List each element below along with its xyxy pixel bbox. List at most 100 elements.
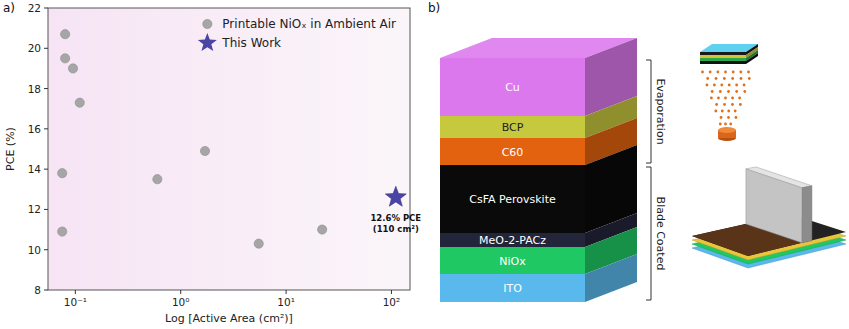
icon-dot — [729, 123, 732, 126]
y-tick — [44, 128, 48, 129]
y-tick-label: 10 — [28, 244, 41, 256]
icon-dot — [724, 71, 727, 74]
scatter-point — [58, 169, 67, 178]
y-tick — [44, 8, 48, 9]
y-tick-label: 20 — [28, 42, 41, 54]
legend-symbol — [198, 33, 217, 51]
icon-dot — [711, 90, 714, 93]
scatter-point — [61, 30, 70, 39]
icon-dot — [709, 71, 712, 74]
x-axis-title: Log [Active Area (cm²)] — [165, 312, 293, 325]
icon-dot — [743, 84, 746, 87]
icon-face — [802, 186, 812, 243]
layer-front-face — [440, 165, 585, 233]
icon-dot — [715, 77, 718, 80]
y-tick-label: 14 — [28, 163, 42, 175]
scatter-point — [58, 227, 67, 236]
icon-dot — [721, 110, 724, 113]
scatter-point — [153, 175, 162, 184]
icon-dot — [727, 110, 730, 113]
icon-dot — [719, 123, 722, 126]
icon-dot — [724, 123, 727, 126]
scatter-point — [68, 64, 77, 73]
icon-dot — [727, 90, 730, 93]
icon-dot — [735, 84, 738, 87]
icon-dot — [706, 84, 709, 87]
x-tick — [391, 290, 392, 294]
icon-dot — [735, 90, 738, 93]
icon-dot — [739, 103, 742, 106]
y-axis-title: PCE (%) — [4, 127, 17, 171]
icon-dot — [731, 97, 734, 100]
icon-dot — [714, 110, 717, 113]
icon-dot — [723, 77, 726, 80]
data-label-line: 12.6% PCE — [370, 213, 421, 223]
icon-dot — [717, 97, 720, 100]
y-tick — [44, 88, 48, 89]
icon-dot — [720, 84, 723, 87]
icon-dot — [743, 90, 746, 93]
data-label-line: (110 cm²) — [373, 224, 419, 234]
plot-frame — [48, 8, 410, 290]
icon-dot — [710, 97, 713, 100]
layer-front-face — [440, 116, 585, 138]
icon-dot — [706, 77, 709, 80]
icon-dot — [701, 71, 704, 74]
icon-dot — [731, 77, 734, 80]
y-tick — [44, 169, 48, 170]
icon-dot — [727, 116, 730, 119]
icon-dot — [713, 84, 716, 87]
icon-dot — [716, 71, 719, 74]
icon-dot — [735, 116, 738, 119]
y-tick-label: 12 — [28, 203, 41, 215]
icon-dot — [740, 77, 743, 80]
icon-dot — [747, 71, 750, 74]
layer-label: Cu — [505, 81, 520, 94]
icon-dot — [731, 103, 734, 106]
group-label: Evaporation — [654, 78, 667, 144]
panel-label: a) — [3, 1, 15, 15]
y-tick-label: 22 — [28, 2, 41, 14]
icon-dot — [720, 116, 723, 119]
icon-face — [746, 169, 802, 243]
scatter-point — [75, 98, 84, 107]
layer-label: BCP — [502, 121, 524, 134]
scatter-point — [254, 239, 263, 248]
icon-dot — [719, 90, 722, 93]
icon-face — [718, 127, 736, 133]
icon-face — [700, 52, 746, 55]
x-tick — [75, 290, 76, 294]
x-tick-label: 10⁻¹ — [64, 296, 87, 308]
layer-front-face — [440, 247, 585, 274]
y-tick-label: 18 — [28, 83, 41, 95]
plot-background — [48, 8, 410, 290]
icon-face — [700, 55, 746, 58]
layer-side-face — [585, 254, 637, 302]
x-tick-label: 10⁰ — [172, 296, 190, 308]
legend-symbol — [203, 19, 212, 28]
layer-front-face — [440, 233, 585, 247]
y-tick-label: 16 — [28, 123, 42, 135]
icon-dot — [728, 84, 731, 87]
panel-label: b) — [428, 1, 440, 15]
scatter-point — [318, 225, 327, 234]
layer-label: NiOx — [499, 255, 526, 268]
y-tick-label: 8 — [34, 284, 41, 296]
group-bracket — [646, 60, 651, 163]
layer-front-face — [440, 138, 585, 165]
icon-face — [746, 53, 758, 64]
star-point — [385, 186, 406, 206]
icon-dot — [724, 97, 727, 100]
scatter-point — [61, 54, 70, 63]
layer-front-face — [440, 58, 585, 116]
marks — [58, 30, 407, 249]
group-label: Blade Coated — [654, 197, 667, 271]
data-label: 12.6% PCE(110 cm²) — [370, 213, 421, 234]
group-bracket — [646, 167, 651, 300]
layer-label: ITO — [503, 282, 522, 295]
evaporation-icon — [700, 44, 758, 141]
scatter-point — [200, 146, 209, 155]
figure: 10⁻¹10⁰10¹10²810121416182022Log [Active … — [0, 0, 849, 329]
icon-dot — [739, 71, 742, 74]
icon-dot — [732, 71, 735, 74]
